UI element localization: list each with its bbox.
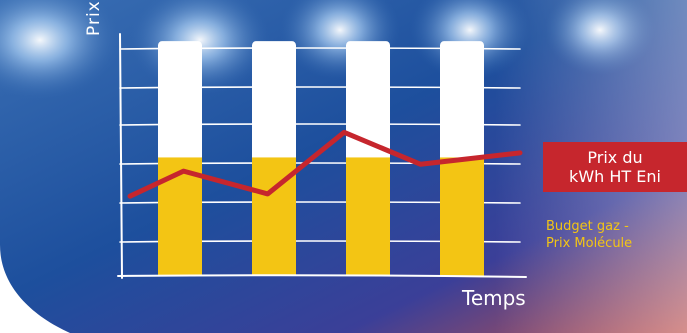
legend-price-line: Prix du kWh HT Eni (543, 142, 687, 192)
bar-budget-segment (346, 157, 390, 276)
bar-budget-segment (440, 157, 484, 276)
legend-budget-text-2: Prix Molécule (546, 236, 633, 251)
axes-group (117, 33, 527, 279)
x-axis-line (117, 274, 527, 278)
price-line-group (127, 129, 523, 199)
y-axis-line (119, 33, 123, 279)
x-axis-title: Temps (462, 286, 526, 310)
legend-price-line-text-2: kWh HT Eni (569, 167, 661, 186)
legend-budget-text-1: Budget gaz - (546, 219, 629, 234)
legend-budget: Budget gaz - Prix Molécule (546, 218, 632, 252)
legend-price-line-text-1: Prix du (587, 148, 643, 167)
y-axis-title: Prix (84, 0, 104, 36)
bars-group (158, 41, 484, 276)
price-line (127, 129, 523, 199)
